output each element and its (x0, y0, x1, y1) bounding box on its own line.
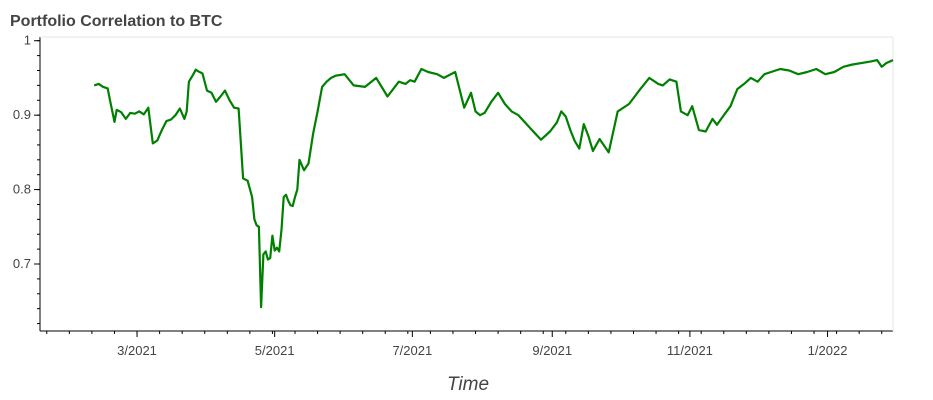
y-tick-label: 0.8 (13, 182, 31, 197)
y-tick-label: 0.9 (13, 107, 31, 122)
y-tick-label: 1 (24, 33, 31, 48)
x-tick-label: 1/2022 (808, 343, 848, 358)
series-line-0 (93, 58, 894, 309)
y-axis: 1 0.9 0.8 0.7 (13, 33, 41, 331)
x-axis: 3/2021 5/2021 7/2021 9/2021 11/2021 1/2022 (40, 330, 893, 358)
x-tick-label: 7/2021 (392, 343, 432, 358)
chart-title: Portfolio Correlation to BTC (10, 13, 223, 30)
x-tick-label: 11/2021 (667, 343, 713, 358)
x-tick-label: 9/2021 (532, 343, 572, 358)
plot-area (40, 36, 894, 331)
x-axis-title: Time (447, 374, 489, 395)
x-tick-label: 3/2021 (117, 343, 157, 358)
x-tick-label: 5/2021 (255, 343, 295, 358)
y-tick-label: 0.7 (13, 256, 31, 271)
